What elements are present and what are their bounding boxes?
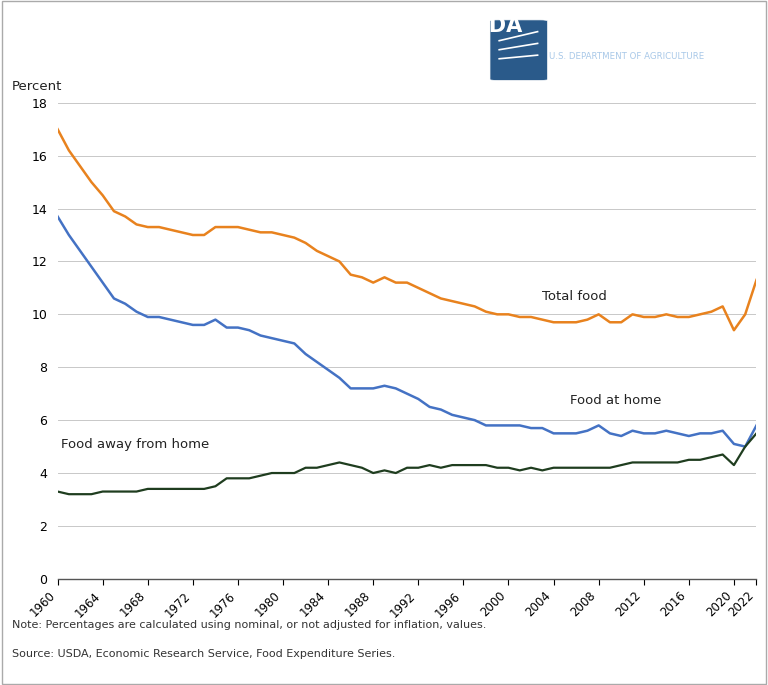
Text: U.S. DEPARTMENT OF AGRICULTURE: U.S. DEPARTMENT OF AGRICULTURE — [549, 53, 704, 62]
Text: Share of disposable personal income spent: Share of disposable personal income spen… — [13, 16, 436, 34]
Text: USDA: USDA — [457, 16, 522, 36]
Text: Percent: Percent — [12, 80, 62, 93]
Text: on food in the United States, 1960–2022: on food in the United States, 1960–2022 — [13, 53, 408, 71]
FancyBboxPatch shape — [490, 20, 548, 80]
Text: Source: USDA, Economic Research Service, Food Expenditure Series.: Source: USDA, Economic Research Service,… — [12, 649, 395, 660]
Text: Total food: Total food — [542, 290, 607, 303]
Text: Food at home: Food at home — [571, 395, 662, 408]
Text: Economic Research Service: Economic Research Service — [549, 16, 754, 29]
Text: Note: Percentages are calculated using nominal, or not adjusted for inflation, v: Note: Percentages are calculated using n… — [12, 620, 486, 630]
Text: Food away from home: Food away from home — [61, 438, 209, 451]
